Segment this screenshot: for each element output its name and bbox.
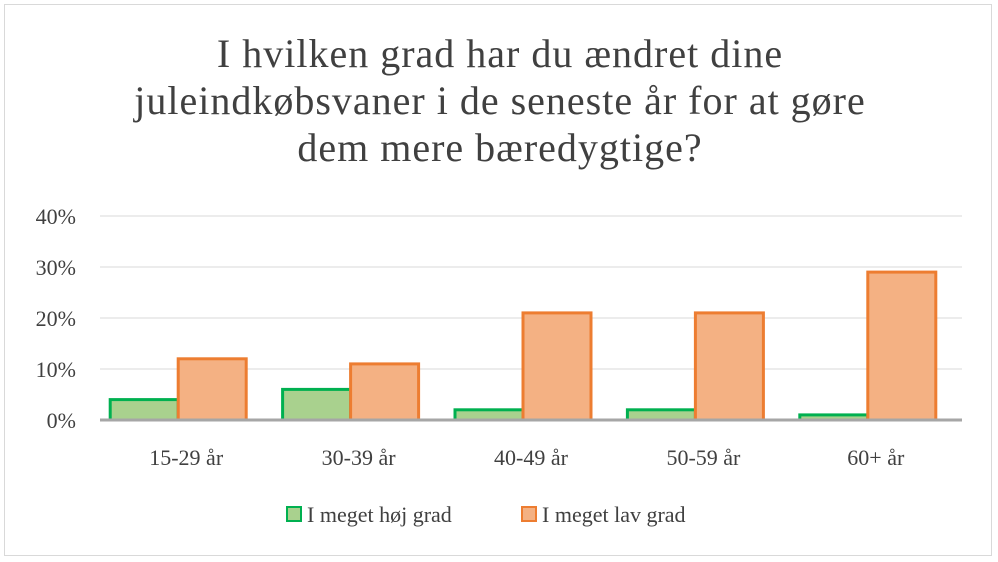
bar-lav [866,270,938,422]
chart-title: I hvilken grad har du ændret dine julein… [134,31,866,170]
legend-label: I meget lav grad [542,502,686,527]
bar-lav [349,362,421,422]
y-tick-label: 20% [36,306,76,331]
bar-hoj [625,408,697,422]
bar-lav [176,357,248,422]
bar-lav [693,311,765,422]
x-tick-label: 50-59 år [666,445,741,470]
x-tick-label: 60+ år [847,445,905,470]
legend-label: I meget høj grad [307,502,452,527]
legend-swatch [286,506,302,522]
bar-hoj [281,387,353,422]
y-tick-label: 0% [47,408,76,433]
legend-swatch [521,506,537,522]
bar-hoj [453,408,525,422]
x-tick-label: 40-49 år [494,445,569,470]
y-tick-label: 40% [36,204,76,229]
bar-lav [521,311,593,422]
x-tick-label: 15-29 år [149,445,224,470]
x-tick-label: 30-39 år [322,445,397,470]
y-tick-label: 10% [36,357,76,382]
chart-frame [4,4,992,556]
bar-hoj [108,398,180,422]
y-tick-label: 30% [36,255,76,280]
